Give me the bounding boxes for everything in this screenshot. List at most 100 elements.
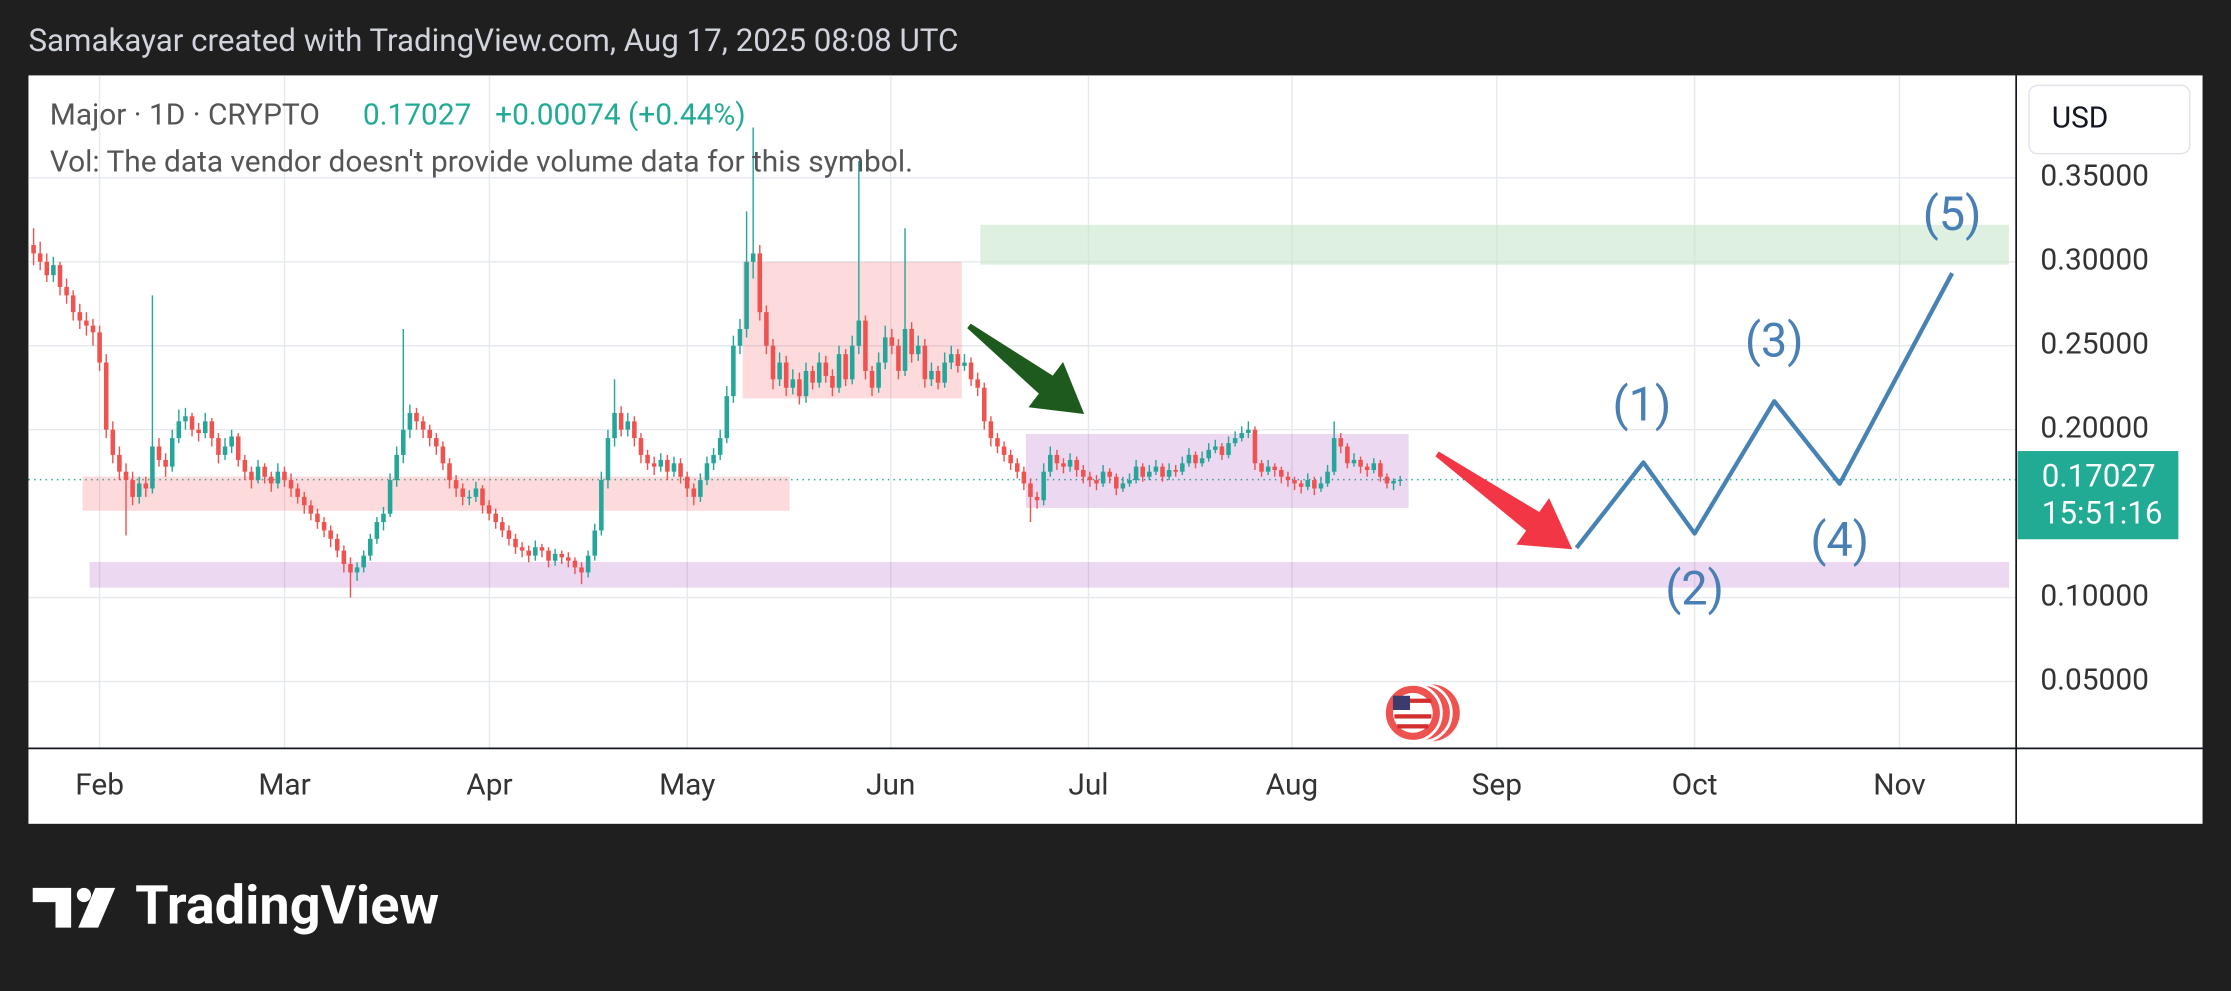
candle-body (57, 265, 63, 287)
volume-note: Vol: The data vendor doesn't provide vol… (50, 145, 913, 180)
candle-body (275, 471, 281, 484)
candle-body (1180, 463, 1185, 472)
candle-body (202, 421, 208, 434)
candle-body (665, 459, 670, 472)
candle-body (1133, 466, 1139, 481)
candle-body (876, 362, 881, 388)
candle-body (1384, 476, 1390, 484)
candle-body (262, 466, 267, 477)
price-tag (2017, 451, 2179, 540)
x-tick-label: Aug (1266, 768, 1319, 803)
candle-body (328, 530, 333, 539)
candle-body (103, 362, 109, 430)
candle-body (209, 421, 215, 439)
currency[interactable]: USD (2052, 100, 2109, 135)
candle-body (1292, 480, 1297, 484)
candle-body (671, 463, 677, 472)
candle-body (486, 505, 492, 514)
candle-body (698, 480, 703, 497)
candle-body (1206, 449, 1212, 459)
candle-body (414, 412, 419, 422)
candle-body (968, 362, 974, 380)
event-flag-stripe (1397, 724, 1429, 729)
candle-body (981, 387, 987, 422)
footer-logo: TradingView (32, 874, 439, 937)
candle-body (915, 345, 921, 355)
candle-body (1232, 438, 1238, 444)
candle-body (1140, 466, 1145, 477)
candle-body (453, 480, 459, 489)
candle-body (334, 538, 340, 551)
y-tick-label: 0.20000 (2040, 411, 2149, 446)
candle-body (744, 261, 749, 329)
consolidation-zone (1025, 433, 1409, 508)
candle-body (731, 345, 736, 397)
wave-label: (4) (1810, 513, 1869, 568)
candle-body (836, 354, 842, 388)
candle-body (1305, 480, 1311, 487)
candle-body (447, 463, 452, 481)
candle-body (493, 513, 498, 523)
candle-body (849, 345, 855, 380)
candle-body (988, 421, 994, 439)
candle-body (955, 354, 961, 366)
candle-body (1094, 480, 1099, 484)
candle-body (975, 379, 980, 388)
candle-body (770, 345, 776, 380)
candle-body (1001, 446, 1007, 455)
candle-body (909, 328, 914, 355)
candle-body (638, 438, 644, 455)
candle-body (1034, 496, 1040, 501)
candle-body (97, 332, 102, 363)
candle-body (1226, 443, 1231, 455)
candle-body (1219, 446, 1225, 455)
candle-body (84, 320, 89, 326)
candle-body (618, 412, 624, 430)
candle-body (592, 530, 598, 556)
candle-body (420, 421, 426, 430)
candle-body (572, 560, 578, 568)
candle-body (1193, 454, 1198, 464)
candle-body (513, 538, 518, 548)
candle-body (407, 412, 413, 430)
candle-body (750, 253, 756, 262)
candle-body (249, 471, 254, 481)
candle-body (566, 557, 571, 561)
candle-body (1331, 438, 1337, 472)
candle-body (717, 438, 723, 455)
candle-body (506, 530, 512, 539)
candle-body (189, 416, 195, 430)
candle-body (684, 476, 690, 489)
event-flag-canton (1392, 695, 1411, 710)
candle-body (268, 476, 274, 484)
candle-body (434, 438, 439, 447)
candle-body (255, 466, 261, 481)
candle-body (935, 370, 941, 383)
candle-body (1325, 471, 1330, 484)
candle-body (816, 362, 822, 383)
candle-body (123, 471, 129, 481)
candle-body (1252, 429, 1258, 464)
y-tick-label: 0.30000 (2040, 243, 2149, 278)
candle-body (1048, 454, 1053, 472)
candle-body (625, 421, 631, 430)
candle-body (863, 320, 868, 371)
candle-body (381, 513, 386, 523)
candle-body (1074, 459, 1079, 471)
candle-body (651, 463, 657, 467)
arrow-green (967, 323, 1085, 415)
candle-body (962, 362, 967, 366)
candle-body (282, 471, 287, 481)
candle-body (691, 488, 697, 497)
candle-body (156, 446, 162, 460)
candle-body (77, 312, 83, 321)
candle-body (1265, 466, 1271, 472)
candle-body (645, 454, 650, 464)
candle-body (216, 438, 221, 455)
candle-body (704, 463, 710, 481)
candle-body (1028, 483, 1033, 497)
currency-button[interactable] (2028, 84, 2191, 155)
candle-body (1153, 466, 1159, 472)
candle-body (130, 480, 135, 497)
